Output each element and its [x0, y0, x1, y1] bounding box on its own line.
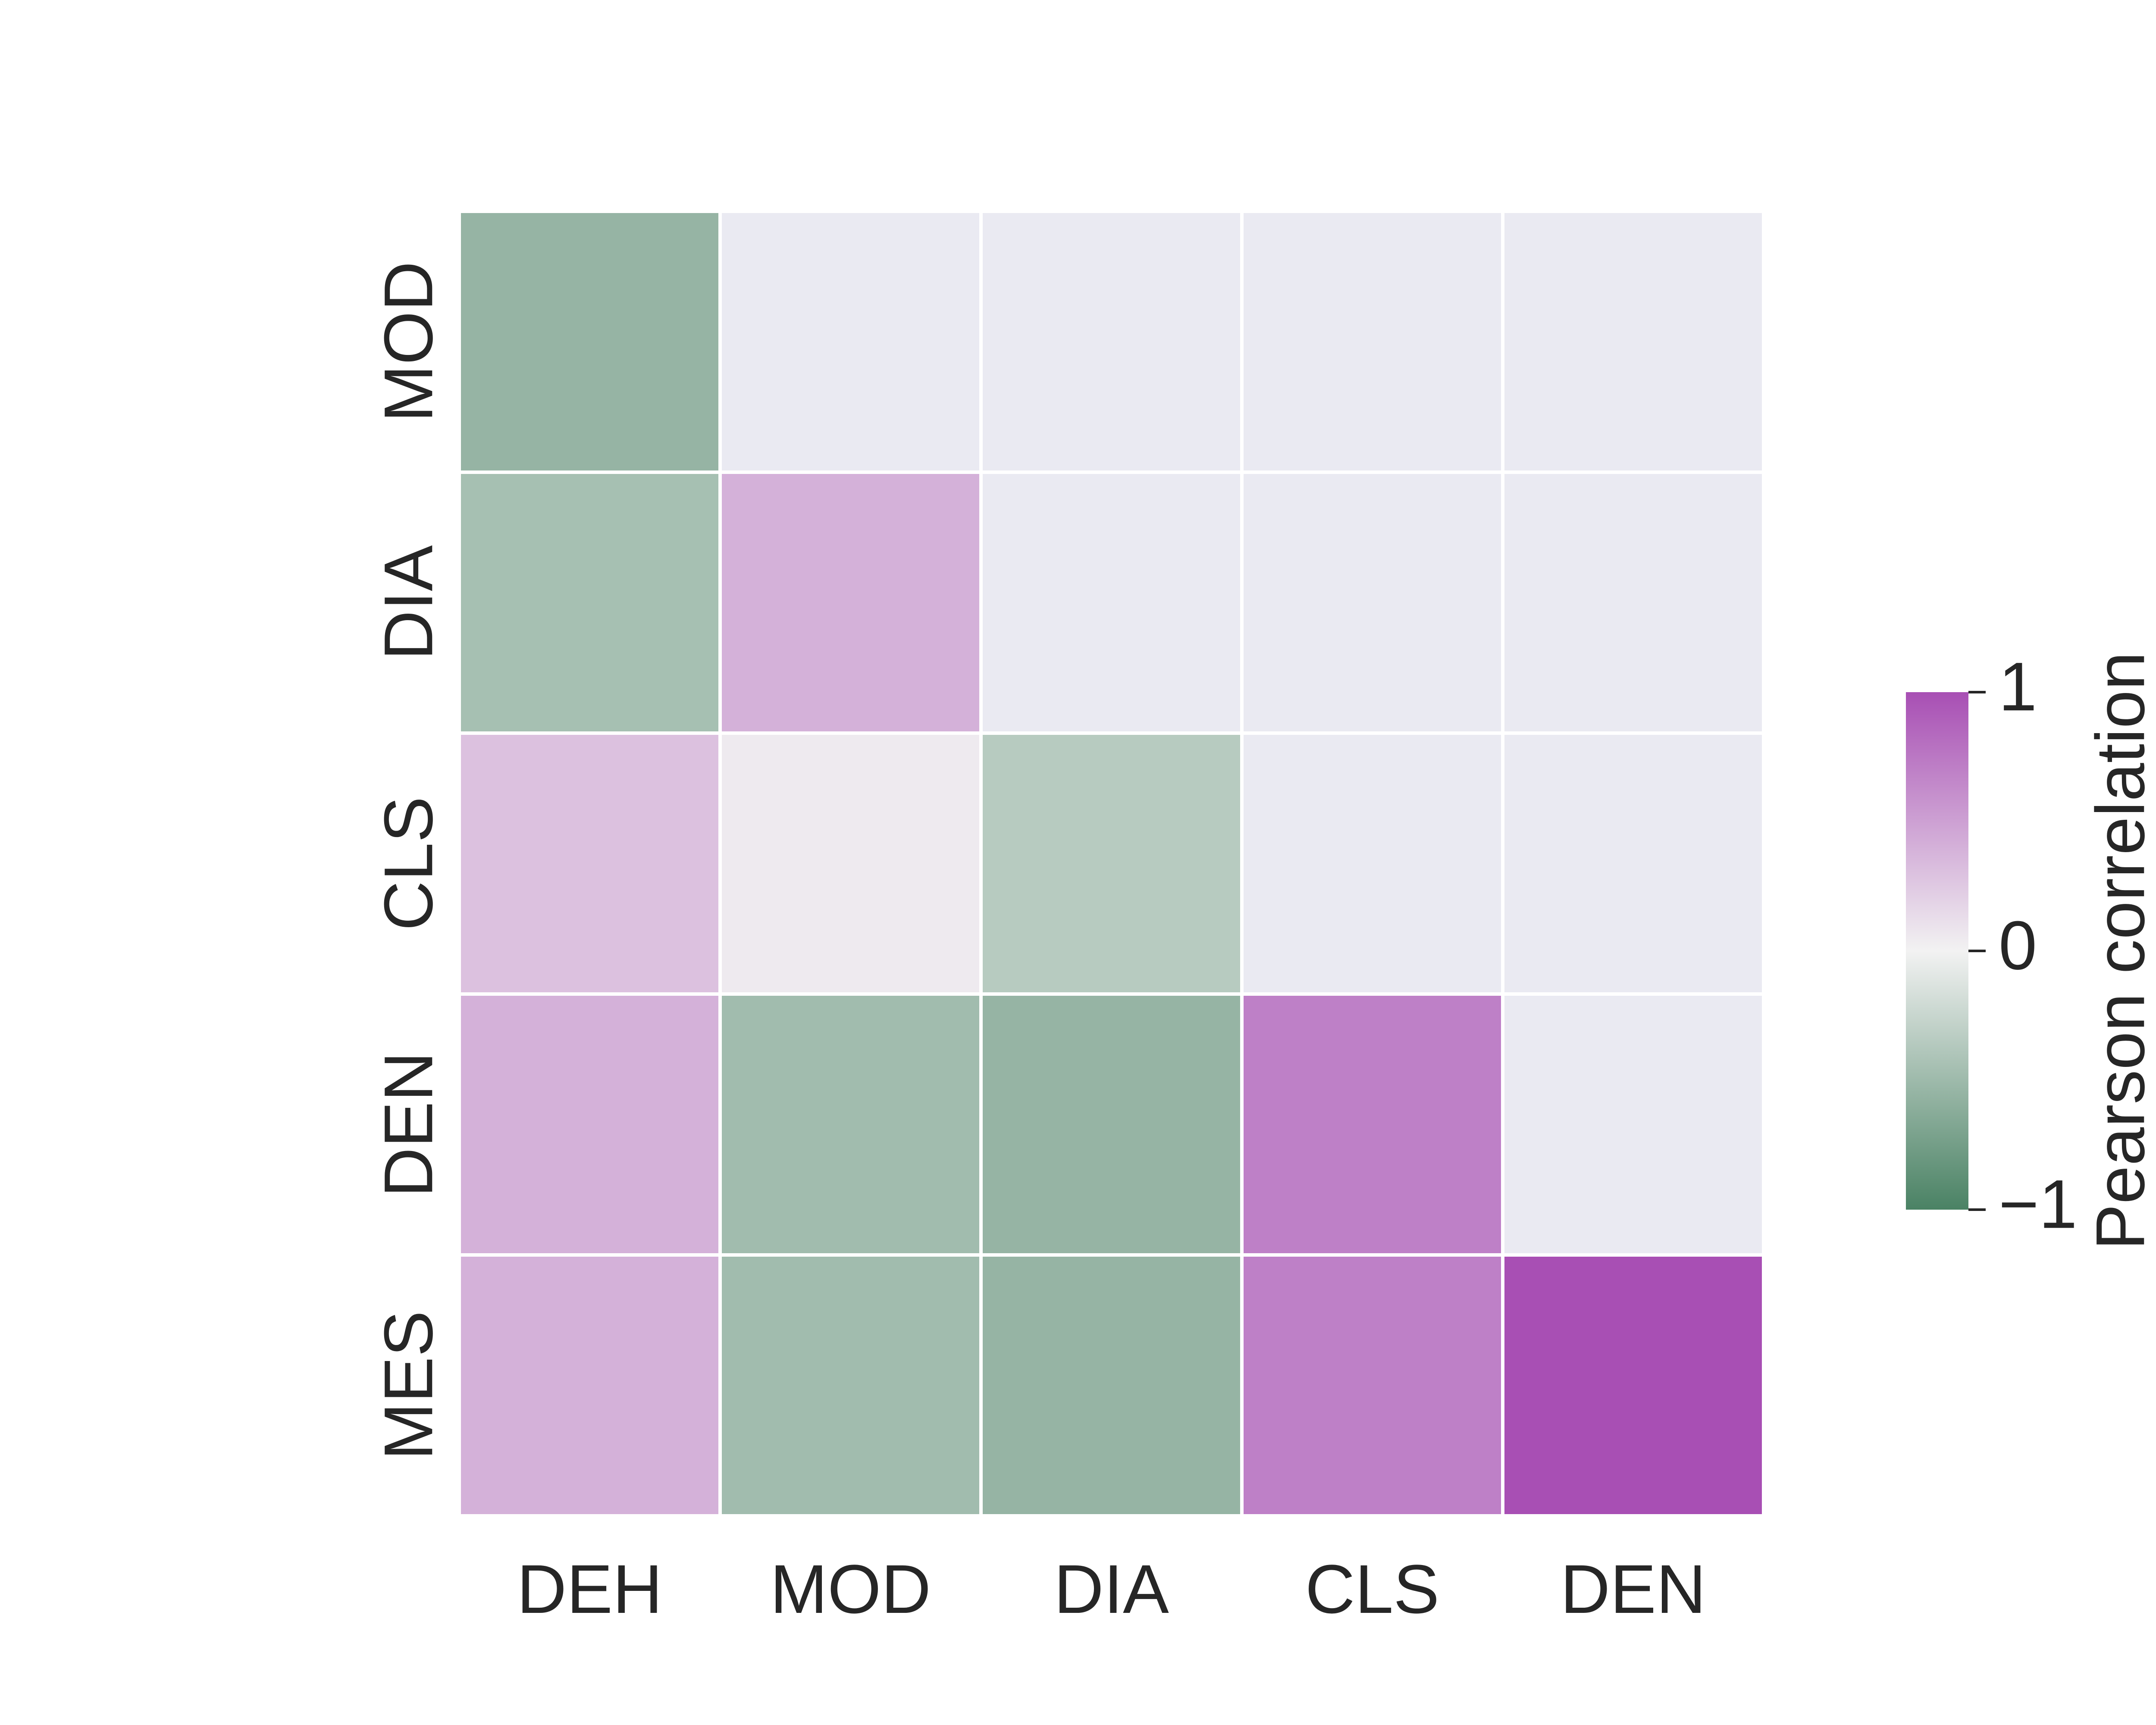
heatmap-cell-mod-den — [1504, 213, 1762, 470]
colorbar-ticks: 1 0 −1 — [1968, 648, 2077, 1242]
heatmap-cell-den-dia — [983, 996, 1240, 1253]
colorbar: 1 0 −1 Pearson correlation — [1906, 648, 2156, 1250]
y-tick-label-cls: CLS — [370, 797, 447, 931]
heatmap-cell-cls-den — [1504, 735, 1762, 992]
y-tick-label-mes: MES — [370, 1311, 447, 1460]
x-tick-label-deh: DEH — [517, 1550, 663, 1628]
heatmap-cell-mod-mod — [722, 213, 979, 470]
colorbar-tick-label: −1 — [1999, 1165, 2077, 1242]
heatmap-cells — [461, 213, 1762, 1514]
y-tick-label-den: DEN — [370, 1052, 447, 1198]
heatmap-cell-mes-mod — [722, 1257, 979, 1514]
heatmap-cell-den-deh — [461, 996, 718, 1253]
heatmap-cell-cls-deh — [461, 735, 718, 992]
x-tick-label-mod: MOD — [770, 1550, 931, 1628]
heatmap-cell-mod-deh — [461, 213, 718, 470]
heatmap-cell-mes-den — [1504, 1257, 1762, 1514]
x-tick-label-cls: CLS — [1305, 1550, 1439, 1628]
heatmap-cell-cls-mod — [722, 735, 979, 992]
heatmap-cell-cls-cls — [1244, 735, 1501, 992]
y-tick-label-dia: DIA — [370, 545, 447, 660]
colorbar-label: Pearson correlation — [2081, 652, 2156, 1250]
x-tick-label-dia: DIA — [1054, 1550, 1169, 1628]
heatmap-cell-dia-dia — [983, 474, 1240, 731]
y-tick-label-mod: MOD — [370, 261, 447, 422]
heatmap-cell-dia-deh — [461, 474, 718, 731]
x-tick-label-den: DEN — [1561, 1550, 1706, 1628]
colorbar-gradient — [1906, 692, 1968, 1210]
heatmap-cell-dia-den — [1504, 474, 1762, 731]
heatmap-cell-mod-cls — [1244, 213, 1501, 470]
heatmap-cell-den-den — [1504, 996, 1762, 1253]
heatmap-cell-den-cls — [1244, 996, 1501, 1253]
heatmap-cell-mes-dia — [983, 1257, 1240, 1514]
heatmap-cell-mes-cls — [1244, 1257, 1501, 1514]
colorbar-tick-label: 0 — [1999, 906, 2037, 984]
heatmap-cell-dia-mod — [722, 474, 979, 731]
heatmap-cell-dia-cls — [1244, 474, 1501, 731]
x-tick-labels: DEH MOD DIA CLS DEN — [517, 1550, 1706, 1628]
heatmap-cell-mod-dia — [983, 213, 1240, 470]
y-tick-labels: MOD DIA CLS DEN MES — [370, 261, 447, 1460]
heatmap-cell-cls-dia — [983, 735, 1240, 992]
colorbar-tick-label: 1 — [1999, 648, 2037, 725]
heatmap-cell-den-mod — [722, 996, 979, 1253]
heatmap-cell-mes-deh — [461, 1257, 718, 1514]
